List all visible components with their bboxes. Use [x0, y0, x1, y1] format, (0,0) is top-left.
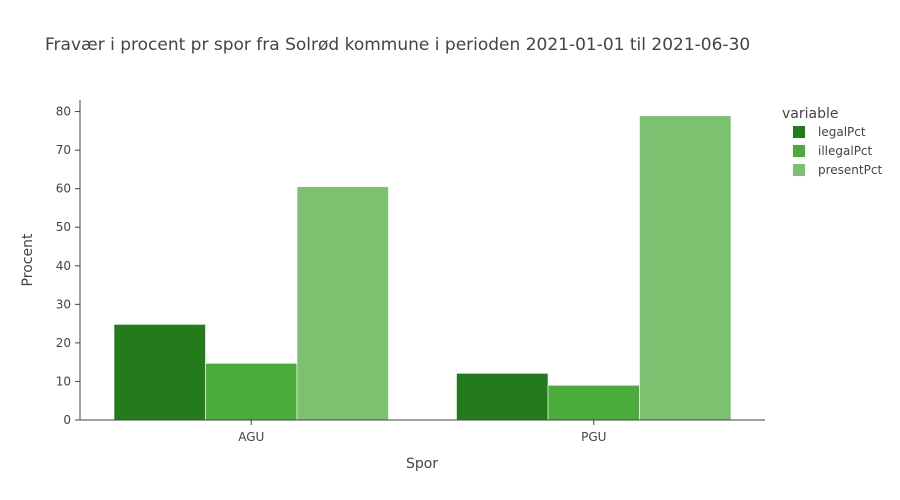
bar-legalPct-pgu: [456, 373, 549, 421]
y-axis-ticks: 0 10 20 30 40 50 60 70 80: [56, 105, 80, 427]
y-tick-label: 20: [56, 336, 71, 350]
legend-label-legalPct: legalPct: [818, 125, 866, 139]
legend-swatch-legalPct: [793, 126, 805, 138]
y-tick-label: 80: [56, 105, 71, 119]
bar-legalPct-agu: [113, 324, 206, 421]
legend-swatch-presentPct: [793, 164, 805, 176]
chart-title: Fravær i procent pr spor fra Solrød komm…: [45, 35, 750, 55]
y-tick-label: 40: [56, 259, 71, 273]
x-axis-ticks: AGU PGU: [238, 420, 606, 444]
legend-swatch-illegalPct: [793, 145, 805, 157]
y-tick-label: 10: [56, 374, 71, 388]
y-axis-title: Procent: [20, 233, 36, 286]
bar-illegalPct-pgu: [547, 385, 640, 421]
x-tick-label: AGU: [238, 430, 264, 444]
legend-label-illegalPct: illegalPct: [818, 144, 873, 158]
legend-label-presentPct: presentPct: [818, 163, 882, 177]
legend-title: variable: [782, 106, 838, 122]
plot-area: [113, 115, 732, 421]
bar-illegalPct-agu: [205, 363, 298, 421]
y-tick-label: 0: [63, 413, 71, 427]
bar-presentPct-pgu: [639, 115, 732, 421]
y-tick-label: 60: [56, 182, 71, 196]
x-tick-label: PGU: [581, 430, 606, 444]
bar-presentPct-agu: [296, 186, 389, 421]
x-axis-title: Spor: [406, 456, 438, 472]
y-tick-label: 30: [56, 297, 71, 311]
legend: variable legalPct illegalPct presentPct: [782, 106, 882, 177]
y-tick-label: 70: [56, 143, 71, 157]
y-tick-label: 50: [56, 220, 71, 234]
